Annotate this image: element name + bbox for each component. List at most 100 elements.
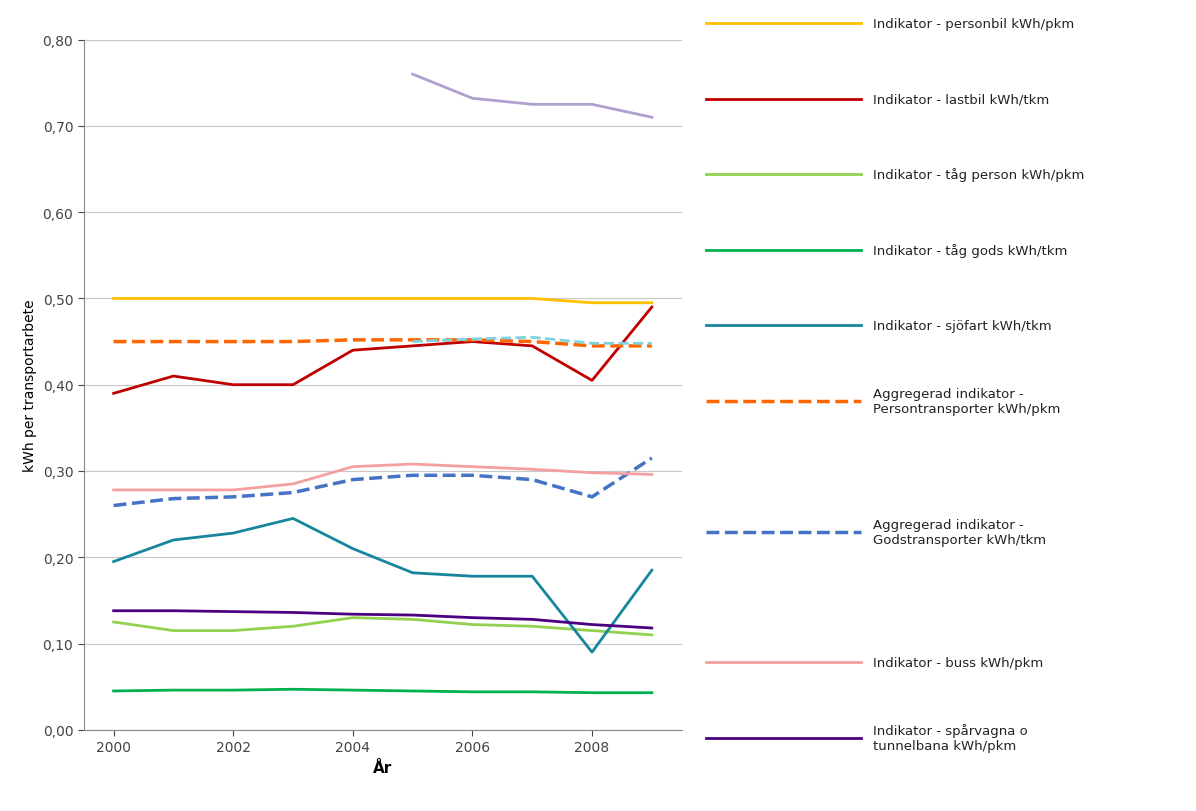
Indikator - tåg gods kWh/tkm	[525, 687, 539, 697]
Indikator - sjöfart kWh/tkm	[166, 535, 181, 545]
Indikator - inrikes flyg kWh/pkm	[645, 114, 659, 123]
Indikator - personbil kWh/pkm	[465, 294, 480, 304]
Indikator - lastbil kWh/tkm	[585, 376, 599, 386]
Aggregerad indikator -
Persontransporter med flyg from
2005 kWh/pkm	[465, 335, 480, 345]
Indikator - tåg gods kWh/tkm	[645, 688, 659, 697]
Indikator - sjöfart kWh/tkm	[465, 572, 480, 581]
Indikator - tåg person kWh/pkm	[645, 630, 659, 640]
Indikator - spårvagna o
tunnelbana kWh/pkm	[405, 611, 420, 620]
Text: Aggregerad indikator -
Godstransporter kWh/tkm: Aggregerad indikator - Godstransporter k…	[873, 518, 1046, 546]
Indikator - spårvagna o
tunnelbana kWh/pkm	[106, 606, 121, 616]
Line: Indikator - tåg gods kWh/tkm: Indikator - tåg gods kWh/tkm	[114, 689, 652, 693]
Indikator - lastbil kWh/tkm	[226, 380, 240, 390]
Indikator - tåg person kWh/pkm	[286, 621, 300, 631]
Indikator - tåg gods kWh/tkm	[286, 684, 300, 694]
Indikator - buss kWh/pkm	[346, 462, 360, 472]
Indikator - inrikes flyg kWh/pkm	[525, 101, 539, 110]
Indikator - lastbil kWh/tkm	[286, 380, 300, 390]
Indikator - buss kWh/pkm	[166, 486, 181, 496]
Indikator - tåg gods kWh/tkm	[405, 686, 420, 696]
Indikator - tåg person kWh/pkm	[525, 621, 539, 631]
Aggregerad indikator -
Godstransporter kWh/tkm	[465, 471, 480, 481]
Line: Indikator - tåg person kWh/pkm: Indikator - tåg person kWh/pkm	[114, 618, 652, 635]
Text: Indikator - spårvagna o
tunnelbana kWh/pkm: Indikator - spårvagna o tunnelbana kWh/p…	[873, 723, 1027, 753]
Indikator - spårvagna o
tunnelbana kWh/pkm	[166, 606, 181, 616]
Indikator - buss kWh/pkm	[226, 486, 240, 496]
Indikator - sjöfart kWh/tkm	[106, 557, 121, 567]
Aggregerad indikator -
Godstransporter kWh/tkm	[585, 492, 599, 502]
Aggregerad indikator -
Persontransporter kWh/pkm	[106, 337, 121, 347]
Indikator - tåg person kWh/pkm	[346, 613, 360, 623]
Indikator - tåg gods kWh/tkm	[106, 686, 121, 696]
Indikator - spårvagna o
tunnelbana kWh/pkm	[525, 615, 539, 624]
Aggregerad indikator -
Persontransporter kWh/pkm	[166, 337, 181, 347]
Indikator - personbil kWh/pkm	[645, 298, 659, 308]
Indikator - personbil kWh/pkm	[106, 294, 121, 304]
Indikator - lastbil kWh/tkm	[465, 337, 480, 347]
Indikator - spårvagna o
tunnelbana kWh/pkm	[226, 607, 240, 616]
Indikator - tåg gods kWh/tkm	[346, 685, 360, 695]
Indikator - buss kWh/pkm	[645, 470, 659, 480]
Indikator - buss kWh/pkm	[585, 468, 599, 478]
Line: Aggregerad indikator -
Godstransporter kWh/tkm: Aggregerad indikator - Godstransporter k…	[114, 458, 652, 506]
Line: Aggregerad indikator -
Persontransporter kWh/pkm: Aggregerad indikator - Persontransporter…	[114, 341, 652, 346]
Line: Indikator - buss kWh/pkm: Indikator - buss kWh/pkm	[114, 465, 652, 491]
Indikator - inrikes flyg kWh/pkm	[585, 101, 599, 110]
Indikator - inrikes flyg kWh/pkm	[465, 94, 480, 104]
Indikator - sjöfart kWh/tkm	[525, 572, 539, 581]
Aggregerad indikator -
Persontransporter kWh/pkm	[525, 337, 539, 347]
Text: Indikator - personbil kWh/pkm: Indikator - personbil kWh/pkm	[873, 18, 1074, 31]
Text: Indikator - buss kWh/pkm: Indikator - buss kWh/pkm	[873, 656, 1043, 669]
Line: Indikator - personbil kWh/pkm: Indikator - personbil kWh/pkm	[114, 299, 652, 303]
Aggregerad indikator -
Persontransporter med flyg from
2005 kWh/pkm	[585, 339, 599, 349]
Indikator - tåg person kWh/pkm	[226, 626, 240, 636]
Aggregerad indikator -
Godstransporter kWh/tkm	[645, 453, 659, 463]
Line: Aggregerad indikator -
Persontransporter med flyg from
2005 kWh/pkm: Aggregerad indikator - Persontransporter…	[413, 338, 652, 344]
Aggregerad indikator -
Godstransporter kWh/tkm	[286, 488, 300, 498]
Aggregerad indikator -
Godstransporter kWh/tkm	[226, 492, 240, 502]
Indikator - buss kWh/pkm	[106, 486, 121, 496]
Aggregerad indikator -
Persontransporter med flyg from
2005 kWh/pkm	[645, 339, 659, 349]
Aggregerad indikator -
Persontransporter kWh/pkm	[585, 341, 599, 351]
Indikator - personbil kWh/pkm	[346, 294, 360, 304]
Indikator - personbil kWh/pkm	[525, 294, 539, 304]
Aggregerad indikator -
Godstransporter kWh/tkm	[166, 494, 181, 504]
Line: Indikator - spårvagna o
tunnelbana kWh/pkm: Indikator - spårvagna o tunnelbana kWh/p…	[114, 611, 652, 629]
Indikator - lastbil kWh/tkm	[346, 345, 360, 355]
Aggregerad indikator -
Persontransporter med flyg from
2005 kWh/pkm	[525, 333, 539, 343]
Indikator - spårvagna o
tunnelbana kWh/pkm	[346, 610, 360, 620]
Indikator - tåg gods kWh/tkm	[585, 688, 599, 697]
Indikator - sjöfart kWh/tkm	[346, 544, 360, 554]
Aggregerad indikator -
Godstransporter kWh/tkm	[525, 475, 539, 485]
Y-axis label: kWh per transportarbete: kWh per transportarbete	[23, 299, 37, 471]
X-axis label: År: År	[373, 760, 392, 775]
Indikator - spårvagna o
tunnelbana kWh/pkm	[286, 608, 300, 618]
Indikator - lastbil kWh/tkm	[405, 341, 420, 351]
Text: Indikator - tåg gods kWh/tkm: Indikator - tåg gods kWh/tkm	[873, 243, 1068, 258]
Indikator - tåg gods kWh/tkm	[465, 687, 480, 697]
Indikator - spårvagna o
tunnelbana kWh/pkm	[585, 620, 599, 629]
Indikator - buss kWh/pkm	[405, 460, 420, 470]
Text: Aggregerad indikator -
Persontransporter kWh/pkm: Aggregerad indikator - Persontransporter…	[873, 388, 1061, 415]
Aggregerad indikator -
Godstransporter kWh/tkm	[405, 471, 420, 481]
Indikator - tåg person kWh/pkm	[405, 615, 420, 624]
Indikator - tåg person kWh/pkm	[465, 620, 480, 629]
Indikator - tåg gods kWh/tkm	[226, 685, 240, 695]
Aggregerad indikator -
Persontransporter med flyg from
2005 kWh/pkm	[405, 337, 420, 347]
Indikator - sjöfart kWh/tkm	[405, 569, 420, 578]
Indikator - inrikes flyg kWh/pkm	[405, 71, 420, 80]
Indikator - tåg person kWh/pkm	[106, 617, 121, 627]
Aggregerad indikator -
Godstransporter kWh/tkm	[346, 475, 360, 485]
Indikator - sjöfart kWh/tkm	[286, 514, 300, 524]
Indikator - personbil kWh/pkm	[226, 294, 240, 304]
Indikator - lastbil kWh/tkm	[166, 371, 181, 381]
Line: Indikator - inrikes flyg kWh/pkm: Indikator - inrikes flyg kWh/pkm	[413, 75, 652, 118]
Indikator - sjöfart kWh/tkm	[226, 529, 240, 539]
Indikator - personbil kWh/pkm	[286, 294, 300, 304]
Indikator - buss kWh/pkm	[525, 465, 539, 474]
Indikator - sjöfart kWh/tkm	[645, 565, 659, 575]
Aggregerad indikator -
Godstransporter kWh/tkm	[106, 501, 121, 511]
Text: Indikator - sjöfart kWh/tkm: Indikator - sjöfart kWh/tkm	[873, 320, 1051, 333]
Indikator - spårvagna o
tunnelbana kWh/pkm	[645, 624, 659, 633]
Indikator - personbil kWh/pkm	[166, 294, 181, 304]
